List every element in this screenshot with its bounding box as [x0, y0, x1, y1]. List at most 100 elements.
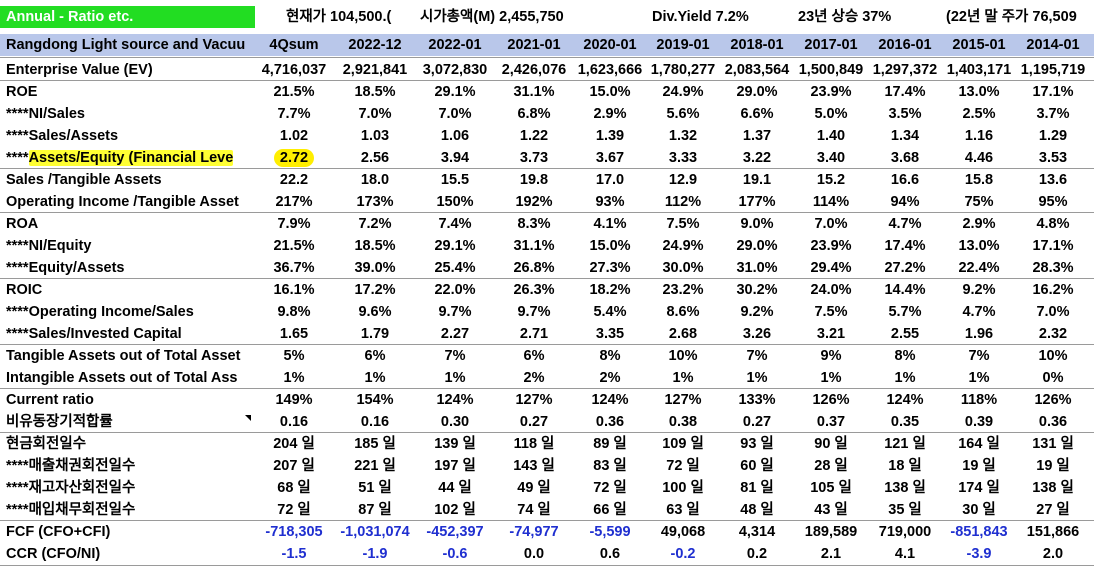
table-cell[interactable]: 207 일 — [273, 458, 315, 474]
row-label[interactable]: FCF (CFO+CFI) — [6, 524, 111, 540]
row-label[interactable]: ROIC — [6, 282, 43, 298]
table-cell[interactable]: 0.0 — [523, 546, 545, 562]
table-cell[interactable]: 72 일 — [593, 480, 627, 496]
table-cell[interactable]: 15.0% — [589, 84, 631, 100]
row-label[interactable]: 현금회전일수 — [6, 436, 87, 452]
table-cell[interactable]: 21.5% — [273, 238, 315, 254]
table-cell[interactable]: 1% — [364, 370, 386, 386]
table-cell[interactable]: 0.37 — [816, 414, 846, 430]
table-cell[interactable]: 8% — [599, 348, 621, 364]
table-cell[interactable]: 6.6% — [740, 106, 774, 122]
table-cell[interactable]: 15.2 — [816, 172, 846, 188]
table-cell[interactable]: 24.9% — [662, 84, 704, 100]
row-label[interactable]: ****매입채무회전일수 — [6, 502, 136, 518]
column-header-6[interactable]: 2018-01 — [730, 37, 784, 53]
table-cell[interactable]: 3.94 — [440, 150, 470, 166]
table-cell[interactable]: 7.2% — [358, 216, 392, 232]
table-cell[interactable]: 133% — [738, 392, 776, 408]
table-cell[interactable]: 204 일 — [273, 436, 315, 452]
table-cell[interactable]: 31.0% — [736, 260, 778, 276]
table-cell[interactable]: 9.0% — [740, 216, 774, 232]
row-label[interactable]: Sales /Tangible Assets — [6, 172, 162, 188]
row-label[interactable]: CCR (CFO/NI) — [6, 546, 101, 562]
table-cell[interactable]: 3,072,830 — [422, 62, 488, 78]
table-cell[interactable]: 9% — [820, 348, 842, 364]
table-cell[interactable]: 1.96 — [964, 326, 994, 342]
table-cell[interactable]: 5.4% — [593, 304, 627, 320]
column-header-8[interactable]: 2016-01 — [878, 37, 932, 53]
table-cell[interactable]: 29.0% — [736, 84, 778, 100]
table-cell[interactable]: 17.4% — [884, 84, 926, 100]
table-cell[interactable]: 1% — [283, 370, 305, 386]
table-cell[interactable]: 0.27 — [742, 414, 772, 430]
table-cell[interactable]: 10% — [1038, 348, 1068, 364]
table-cell[interactable]: 1.02 — [279, 128, 309, 144]
table-cell[interactable]: -0.2 — [670, 546, 696, 562]
table-cell[interactable]: 105 일 — [810, 480, 852, 496]
table-cell[interactable]: -0.6 — [442, 546, 468, 562]
table-cell[interactable]: -851,843 — [950, 524, 1008, 540]
table-cell[interactable]: 112% — [664, 194, 702, 210]
table-cell[interactable]: 93 일 — [740, 436, 774, 452]
column-header-2[interactable]: 2022-01 — [428, 37, 482, 53]
table-cell[interactable]: 2,921,841 — [342, 62, 408, 78]
table-cell[interactable]: 2.5% — [962, 106, 996, 122]
table-cell[interactable]: 221 일 — [354, 458, 396, 474]
table-cell[interactable]: 87 일 — [358, 502, 392, 518]
dividend-yield[interactable]: Div.Yield 7.2% — [652, 9, 749, 25]
table-cell[interactable]: 5% — [283, 348, 305, 364]
table-cell[interactable]: 2,426,076 — [501, 62, 567, 78]
table-cell[interactable]: 5.7% — [888, 304, 922, 320]
table-cell[interactable]: 3.68 — [890, 150, 920, 166]
table-cell[interactable]: 7.0% — [814, 216, 848, 232]
table-cell[interactable]: 3.73 — [519, 150, 549, 166]
table-cell[interactable]: 143 일 — [513, 458, 555, 474]
table-cell[interactable]: 25.4% — [434, 260, 476, 276]
table-cell[interactable]: 127% — [515, 392, 553, 408]
row-label[interactable]: Intangible Assets out of Total Ass — [6, 370, 238, 386]
table-cell[interactable]: 0.38 — [668, 414, 698, 430]
table-cell[interactable]: 3.40 — [816, 150, 846, 166]
column-header-10[interactable]: 2014-01 — [1026, 37, 1080, 53]
table-cell[interactable]: 26.3% — [513, 282, 555, 298]
row-label[interactable]: ****Sales/Assets — [6, 128, 119, 144]
table-cell[interactable]: 1.39 — [595, 128, 625, 144]
market-cap[interactable]: 시가총액(M) 2,455,750 — [420, 9, 564, 25]
table-cell[interactable]: 12.9 — [668, 172, 698, 188]
table-cell[interactable]: 13.0% — [958, 84, 1000, 100]
table-cell[interactable]: 1,297,372 — [872, 62, 938, 78]
table-cell[interactable]: 28 일 — [814, 458, 848, 474]
table-cell[interactable]: 197 일 — [434, 458, 476, 474]
table-cell[interactable]: 3.22 — [742, 150, 772, 166]
table-cell[interactable]: 1.40 — [816, 128, 846, 144]
row-label[interactable]: 비유동장기적합률 — [6, 414, 113, 430]
table-cell[interactable]: 17.1% — [1032, 238, 1074, 254]
table-cell[interactable]: 16.2% — [1032, 282, 1074, 298]
table-cell[interactable]: 1.37 — [742, 128, 772, 144]
table-cell[interactable]: 29.4% — [810, 260, 852, 276]
table-cell[interactable]: 0% — [1042, 370, 1064, 386]
table-cell[interactable]: 124% — [886, 392, 924, 408]
table-cell[interactable]: 13.6 — [1038, 172, 1068, 188]
table-cell[interactable]: 15.8 — [964, 172, 994, 188]
row-label[interactable]: ****NI/Equity — [6, 238, 92, 254]
table-cell[interactable]: 118% — [960, 392, 998, 408]
table-cell[interactable]: 1,780,277 — [650, 62, 716, 78]
table-cell[interactable]: 1.06 — [440, 128, 470, 144]
table-cell[interactable]: 6.8% — [517, 106, 551, 122]
table-cell[interactable]: 0.6 — [599, 546, 621, 562]
table-cell[interactable]: 17.1% — [1032, 84, 1074, 100]
row-label[interactable]: ****Assets/Equity (Financial Leve — [6, 147, 254, 169]
table-cell[interactable]: 9.6% — [358, 304, 392, 320]
table-cell[interactable]: 24.9% — [662, 238, 704, 254]
table-cell[interactable]: 21.5% — [273, 84, 315, 100]
table-cell[interactable]: 48 일 — [740, 502, 774, 518]
table-cell[interactable]: 173% — [356, 194, 394, 210]
table-cell[interactable]: 94% — [890, 194, 920, 210]
table-cell[interactable]: 16.6 — [890, 172, 920, 188]
table-cell[interactable]: 18.0 — [360, 172, 390, 188]
table-cell[interactable]: 9.7% — [438, 304, 472, 320]
table-cell[interactable]: 0.27 — [519, 414, 549, 430]
table-cell[interactable]: -74,977 — [509, 524, 559, 540]
column-header-0[interactable]: 4Qsum — [269, 37, 319, 53]
